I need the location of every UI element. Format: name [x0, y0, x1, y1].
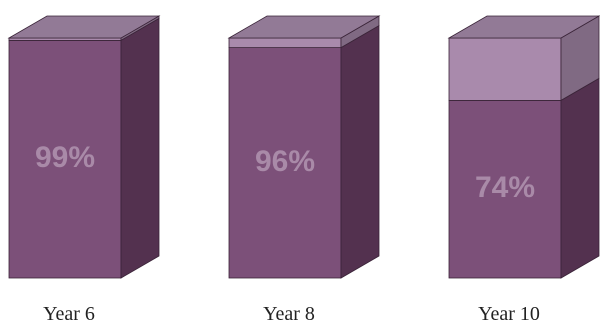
bar-lower-side: [340, 24, 380, 279]
bar-top-face: [447, 15, 600, 39]
category-label: Year 6: [43, 303, 95, 323]
category-labels-layer: Year 6 Year 8 Year 10: [43, 303, 540, 323]
data-label: 99%: [35, 141, 95, 174]
data-label: 74%: [475, 171, 535, 204]
bar-lower-front: [8, 40, 122, 279]
bar-upper-front: [228, 37, 342, 49]
bar-lower-front: [448, 100, 562, 279]
bars-layer: 99% 96% 74%: [7, 15, 600, 279]
bar-lower-side: [560, 77, 600, 279]
bar-top-face: [7, 15, 161, 39]
bar-upper-front: [448, 37, 562, 101]
category-label: Year 8: [263, 303, 315, 323]
bar-year-6: 99%: [7, 15, 161, 279]
bar-year-8: 96%: [227, 15, 381, 279]
bar-lower-front: [228, 47, 342, 279]
bar-year-10: 74%: [447, 15, 600, 279]
category-label: Year 10: [478, 303, 540, 323]
data-label: 96%: [255, 145, 315, 178]
bar-lower-side: [120, 17, 160, 279]
bar-top-face: [227, 15, 381, 39]
